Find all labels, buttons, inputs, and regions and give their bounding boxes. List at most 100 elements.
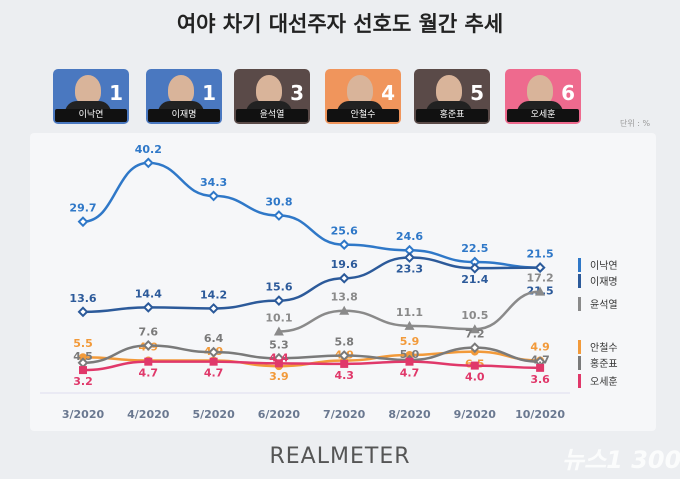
portrait-photo: [256, 75, 282, 105]
data-label: 21.4: [461, 273, 488, 286]
data-point: [469, 342, 481, 354]
data-label: 23.3: [396, 263, 423, 276]
data-label: 5.9: [400, 335, 420, 348]
candidate-name: 윤석열: [236, 109, 308, 122]
legend-swatch: [578, 356, 581, 370]
data-label: 4.0: [465, 371, 485, 384]
series-line: [82, 360, 541, 372]
data-point: [404, 252, 415, 263]
data-label: 5.0: [400, 348, 420, 361]
portrait-photo: [527, 75, 553, 105]
rank-number: 3: [290, 81, 304, 105]
data-point: [405, 357, 414, 366]
data-point: [273, 210, 285, 221]
data-point: [77, 306, 89, 318]
legend-swatch: [578, 297, 581, 311]
data-label: 4.3: [334, 369, 354, 382]
data-label: 5.3: [269, 338, 289, 351]
data-point: [404, 320, 415, 330]
data-label: 5.8: [334, 336, 354, 349]
candidate-name: 오세훈: [507, 109, 579, 122]
data-label: 11.1: [396, 306, 423, 319]
data-label: 13.6: [69, 292, 96, 305]
data-point: [77, 216, 89, 228]
data-point: [142, 301, 154, 313]
data-label: 4.9: [530, 341, 550, 354]
rank-number: 6: [561, 81, 575, 105]
data-label: 4.7: [530, 354, 550, 367]
x-tick-label: 6/2020: [258, 408, 301, 421]
rank-number: 1: [109, 81, 123, 105]
x-tick-label: 9/2020: [454, 408, 497, 421]
rank-number: 1: [202, 81, 216, 105]
data-point: [535, 286, 546, 296]
data-label: 5.5: [73, 337, 93, 350]
data-point: [208, 303, 220, 314]
data-label: 34.3: [200, 176, 227, 189]
data-point: [79, 366, 87, 375]
candidate-name: 홍준표: [416, 109, 488, 122]
x-tick-label: 3/2020: [62, 408, 105, 421]
data-label: 21.5: [527, 248, 554, 261]
data-label: 30.8: [265, 196, 292, 209]
data-label: 3.2: [73, 375, 93, 388]
data-label: 4.5: [73, 350, 93, 363]
legend-swatch: [578, 274, 581, 288]
series-line: [82, 256, 541, 314]
data-label: 25.6: [331, 225, 358, 238]
data-point: [208, 190, 220, 202]
data-point: [142, 340, 154, 351]
legend-label: 윤석열: [590, 299, 618, 311]
candidate-card: 6 오세훈: [505, 69, 581, 124]
data-label: 4.7: [400, 367, 420, 380]
data-point: [470, 361, 479, 370]
data-point: [274, 359, 283, 368]
legend-label: 이재명: [590, 276, 618, 288]
data-label: 19.6: [331, 258, 358, 271]
data-label: 3.9: [269, 370, 289, 383]
data-point: [79, 353, 87, 362]
data-label: 17.2: [527, 272, 554, 285]
data-label: 10.1: [265, 311, 292, 324]
data-label: 29.7: [69, 202, 96, 215]
data-label: 15.6: [265, 281, 292, 294]
data-label: 24.6: [396, 230, 423, 243]
chart-title: 여야 차기 대선주자 선호도 월간 추세: [176, 12, 504, 36]
watermark: 뉴스1 300: [562, 446, 680, 474]
data-label: 6.4: [204, 332, 224, 345]
candidate-card: 3 윤석열: [234, 69, 310, 124]
x-tick-label: 5/2020: [192, 408, 235, 421]
data-point: [142, 157, 154, 169]
x-tick-label: 8/2020: [388, 408, 431, 421]
data-point: [338, 239, 350, 251]
data-label: 4.7: [139, 367, 159, 380]
data-point: [273, 295, 285, 307]
realmeter-logo: REALMETER: [269, 444, 411, 469]
data-label: 13.8: [331, 291, 358, 304]
data-point: [144, 357, 153, 366]
legend-swatch: [578, 340, 581, 354]
data-label: 7.6: [139, 325, 159, 338]
data-label: 40.2: [135, 143, 162, 156]
candidate-name: 안철수: [327, 109, 399, 122]
data-label: 14.4: [135, 287, 162, 300]
data-point: [338, 350, 350, 361]
portrait-photo: [436, 75, 462, 105]
data-point: [469, 262, 481, 274]
candidate-card: 5 홍준표: [414, 69, 490, 124]
legend-swatch: [578, 258, 581, 272]
candidate-card: 1 이재명: [146, 69, 222, 124]
legend-label: 오세훈: [590, 375, 618, 388]
data-label: 3.6: [530, 373, 550, 386]
data-point: [338, 272, 350, 284]
data-point: [536, 363, 545, 372]
data-point: [339, 305, 350, 315]
candidate-card: 4 안철수: [325, 69, 401, 124]
data-point: [209, 357, 218, 366]
x-tick-label: 4/2020: [127, 408, 170, 421]
legend-swatch: [578, 374, 581, 388]
data-label: 22.5: [461, 242, 488, 255]
rank-number: 4: [381, 81, 395, 105]
data-label: 14.2: [200, 288, 227, 301]
